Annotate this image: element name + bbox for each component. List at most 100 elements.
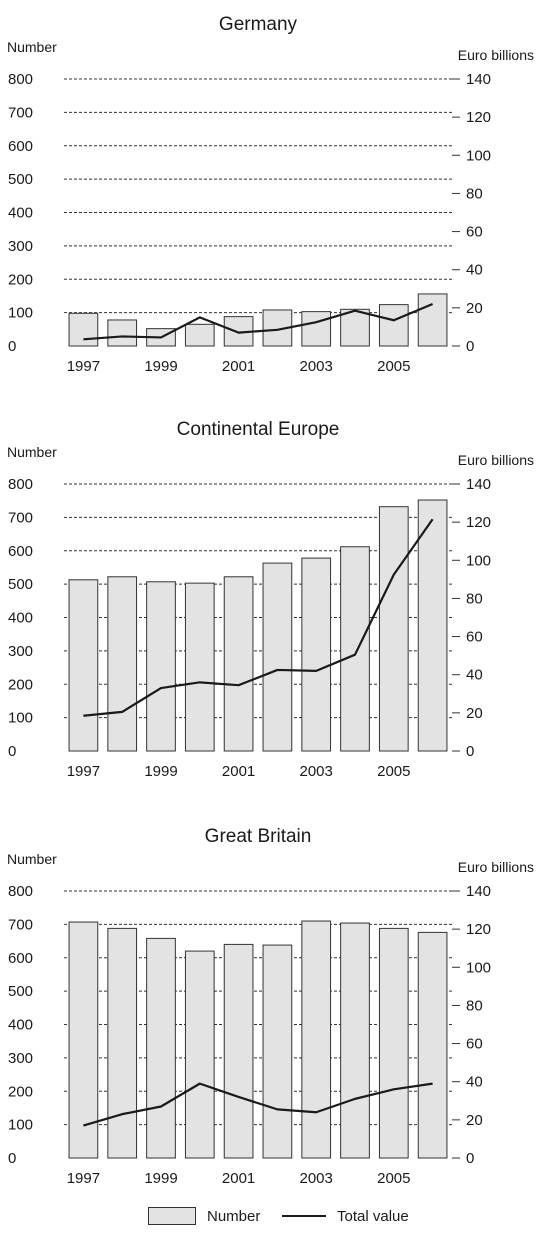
right-tick-label-20: 20: [466, 705, 483, 722]
bar-2003: [301, 557, 332, 752]
right-tick-label-140: 140: [466, 71, 491, 88]
left-tick-label-0: 0: [8, 743, 16, 760]
bar-2005: [378, 304, 409, 347]
right-axis-label: Euro billions: [458, 452, 534, 468]
bar-2006: [417, 499, 448, 752]
left-axis-label: Number: [7, 851, 57, 867]
right-tick-label-140: 140: [466, 476, 491, 493]
chart-title: Great Britain: [205, 826, 312, 847]
total-value-line: [83, 518, 434, 717]
bar-1998: [107, 576, 138, 752]
right-tick-label-40: 40: [466, 262, 483, 279]
legend-item-number: Number: [148, 1206, 260, 1226]
left-tick-label-0: 0: [8, 1150, 16, 1167]
bar-2004: [340, 308, 370, 347]
x-tick-label-2001: 2001: [222, 1170, 255, 1187]
x-tick-label-1999: 1999: [144, 358, 177, 375]
left-tick-label-400: 400: [8, 1017, 33, 1034]
x-tick-label-1997: 1997: [67, 1170, 100, 1187]
right-tick-label-140: 140: [466, 883, 491, 900]
bar-2001: [223, 943, 254, 1159]
legend-bar-swatch: [148, 1207, 196, 1225]
left-tick-label-100: 100: [8, 1117, 33, 1134]
left-axis-label: Number: [7, 39, 57, 55]
x-tick-label-2005: 2005: [377, 358, 410, 375]
bar-2003: [301, 920, 332, 1159]
left-tick-label-600: 600: [8, 543, 33, 560]
left-tick-label-700: 700: [8, 916, 33, 933]
x-tick-label-2003: 2003: [300, 358, 333, 375]
x-tick-label-2003: 2003: [300, 763, 333, 780]
bar-2000: [184, 323, 215, 347]
right-tick-label-100: 100: [466, 147, 491, 164]
right-tick-label-60: 60: [466, 224, 483, 241]
left-tick-label-400: 400: [8, 610, 33, 627]
bar-2006: [417, 931, 448, 1159]
x-tick-label-2003: 2003: [300, 1170, 333, 1187]
left-tick-label-600: 600: [8, 138, 33, 155]
bar-2005: [378, 927, 409, 1159]
bar-2002: [262, 562, 293, 752]
bar-2005: [378, 506, 409, 752]
right-tick-label-80: 80: [466, 590, 483, 607]
right-tick-label-80: 80: [466, 997, 483, 1014]
left-tick-label-600: 600: [8, 950, 33, 967]
x-tick-label-1997: 1997: [67, 763, 100, 780]
left-tick-label-400: 400: [8, 205, 33, 222]
right-tick-label-60: 60: [466, 629, 483, 646]
x-tick-label-2001: 2001: [222, 358, 255, 375]
x-tick-label-1997: 1997: [67, 358, 100, 375]
right-tick-label-120: 120: [466, 109, 491, 126]
legend-item-total-value: Total value: [282, 1206, 409, 1226]
bar-2004: [340, 922, 370, 1159]
right-tick-label-100: 100: [466, 959, 491, 976]
bar-2006: [417, 293, 448, 347]
right-tick-label-120: 120: [466, 514, 491, 531]
left-tick-label-300: 300: [8, 1050, 33, 1067]
bar-1997: [68, 921, 99, 1159]
left-tick-label-500: 500: [8, 983, 33, 1000]
bar-1997: [68, 579, 99, 752]
bar-2000: [184, 582, 215, 752]
right-axis-label: Euro billions: [458, 859, 534, 875]
left-tick-label-700: 700: [8, 509, 33, 526]
right-tick-label-120: 120: [466, 921, 491, 938]
legend: Number Total value: [0, 1202, 536, 1232]
left-tick-label-100: 100: [8, 305, 33, 322]
right-tick-label-100: 100: [466, 552, 491, 569]
chart-panel-2: Continental Europe Number Euro billions 0 10…: [7, 419, 534, 780]
bar-1999: [146, 937, 176, 1159]
right-tick-label-0: 0: [466, 338, 474, 355]
bar-1997: [68, 312, 99, 347]
left-tick-label-800: 800: [8, 476, 33, 493]
bar-1998: [107, 927, 138, 1159]
right-tick-label-20: 20: [466, 300, 483, 317]
bar-1999: [146, 581, 176, 752]
x-tick-label-1999: 1999: [144, 763, 177, 780]
right-tick-label-60: 60: [466, 1036, 483, 1053]
left-tick-label-800: 800: [8, 883, 33, 900]
right-tick-label-0: 0: [466, 743, 474, 760]
x-tick-label-1999: 1999: [144, 1170, 177, 1187]
left-tick-label-200: 200: [8, 1083, 33, 1100]
x-tick-label-2005: 2005: [377, 1170, 410, 1187]
left-tick-label-300: 300: [8, 643, 33, 660]
right-axis-label: Euro billions: [458, 47, 534, 63]
left-tick-label-0: 0: [8, 338, 16, 355]
chart-title: Germany: [219, 14, 298, 35]
left-tick-label-500: 500: [8, 576, 33, 593]
left-axis-label: Number: [7, 444, 57, 460]
bar-2001: [223, 576, 254, 752]
bar-2002: [262, 944, 293, 1159]
total-value-line: [83, 303, 434, 341]
bar-2000: [184, 950, 215, 1159]
left-tick-label-800: 800: [8, 71, 33, 88]
x-tick-label-2005: 2005: [377, 763, 410, 780]
left-tick-label-200: 200: [8, 271, 33, 288]
bar-1998: [107, 319, 138, 347]
right-tick-label-40: 40: [466, 1074, 483, 1091]
left-tick-label-300: 300: [8, 238, 33, 255]
